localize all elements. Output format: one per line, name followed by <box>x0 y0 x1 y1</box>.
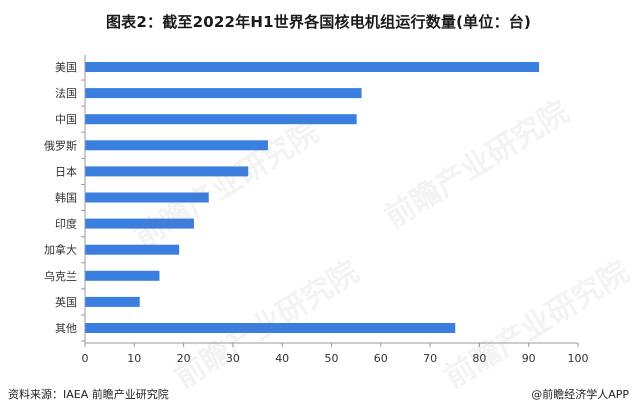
bar <box>85 140 268 151</box>
y-tick-label: 俄罗斯 <box>44 139 77 152</box>
bar <box>85 62 540 72</box>
x-tick-label: 100 <box>568 352 589 365</box>
x-tick-label: 60 <box>374 352 388 365</box>
x-tick-label: 0 <box>82 352 89 365</box>
x-tick-label: 50 <box>325 352 339 365</box>
y-tick-label: 英国 <box>55 295 77 309</box>
x-tick-label: 70 <box>423 352 437 365</box>
y-tick-label: 加拿大 <box>44 243 77 257</box>
y-tick-label: 法国 <box>55 86 77 100</box>
bar <box>85 192 209 203</box>
bar <box>85 218 194 229</box>
x-tick-label: 90 <box>522 352 536 365</box>
y-tick-label: 韩国 <box>55 191 77 205</box>
bar <box>85 296 140 307</box>
x-tick-label: 80 <box>472 352 486 365</box>
bar <box>85 270 160 281</box>
credit-note: @前瞻经济学人APP <box>531 388 629 401</box>
y-tick-label: 美国 <box>55 61 77 74</box>
y-tick-label: 日本 <box>55 164 77 178</box>
bar <box>85 88 362 99</box>
x-tick-label: 40 <box>275 352 289 365</box>
bar <box>85 323 456 333</box>
bar <box>85 166 249 177</box>
x-tick-label: 20 <box>177 352 191 365</box>
y-tick-label: 印度 <box>55 217 77 231</box>
chart-title: 图表2：截至2022年H1世界各国核电机组运行数量(单位：台) <box>105 13 532 31</box>
bar <box>85 114 357 125</box>
bar <box>85 244 180 255</box>
x-tick-label: 30 <box>226 352 240 365</box>
y-tick-label: 乌克兰 <box>44 269 77 283</box>
y-tick-label: 中国 <box>55 113 77 126</box>
y-tick-label: 其他 <box>55 322 77 335</box>
source-note: 资料来源：IAEA 前瞻产业研究院 <box>8 388 169 401</box>
x-tick-label: 10 <box>127 352 141 365</box>
